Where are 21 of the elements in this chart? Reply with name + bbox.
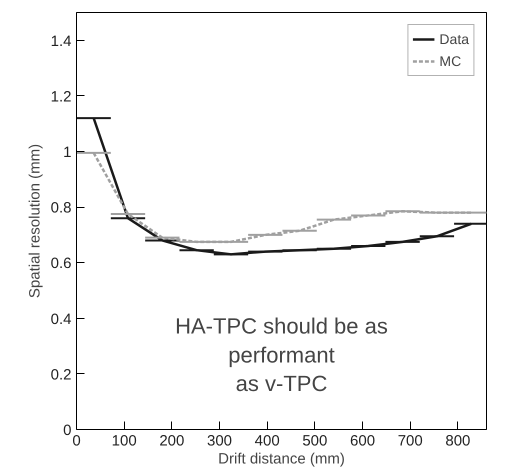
x-tick-label: 400 <box>254 432 280 450</box>
x-tick-label: 700 <box>398 432 423 450</box>
x-tick-label: 600 <box>350 432 376 450</box>
y-tick-label: 1 <box>63 144 72 161</box>
y-tick-label: 0.2 <box>50 366 72 384</box>
y-tick-label: 0.8 <box>50 200 72 217</box>
y-tick-label: 1.4 <box>50 32 72 50</box>
x-tick-label: 300 <box>207 432 232 450</box>
x-axis-title: Drift distance (mm) <box>218 450 345 468</box>
legend-label: Data <box>439 31 469 47</box>
y-tick-label: 1.2 <box>50 88 72 106</box>
x-tick-label: 500 <box>302 432 328 450</box>
x-tick-label: 800 <box>445 432 470 450</box>
x-tick-label: 200 <box>159 432 184 450</box>
y-axis-title: Spatial resolution (mm) <box>26 144 44 298</box>
x-tick-label: 100 <box>112 432 137 450</box>
y-tick-label: 0.6 <box>50 255 72 272</box>
y-tick-label: 0 <box>63 422 72 439</box>
y-tick-label: 0.4 <box>50 310 72 328</box>
legend-label: MC <box>439 53 462 69</box>
annotation: HA-TPC should be as performant as v-TPC <box>175 314 388 396</box>
